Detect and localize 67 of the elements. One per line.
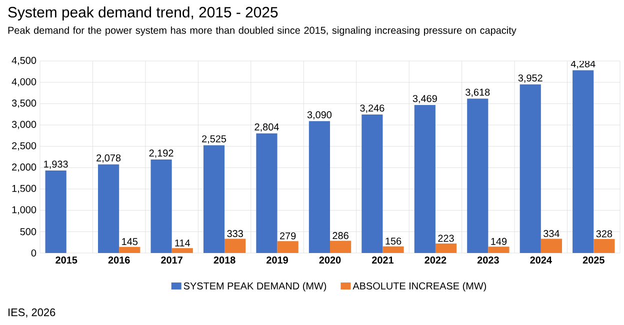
x-tick-label: 2018 <box>214 256 236 264</box>
bar <box>150 159 172 253</box>
y-tick-label: 2,500 <box>12 142 36 150</box>
legend-label: ABSOLUTE INCREASE (MW) <box>352 282 486 292</box>
x-tick-label: 2020 <box>319 256 341 264</box>
x-tick-label: 2017 <box>161 256 182 264</box>
data-label: 334 <box>544 230 560 238</box>
data-label: 3,618 <box>466 88 490 97</box>
data-label: 2,078 <box>96 154 121 163</box>
bar <box>572 70 594 253</box>
data-label: 223 <box>438 234 454 242</box>
bar <box>256 133 278 253</box>
bar <box>540 238 562 253</box>
data-label: 3,469 <box>412 95 437 104</box>
x-tick-label: 2024 <box>530 256 552 264</box>
bar <box>172 248 193 253</box>
y-tick-label: 3,500 <box>12 100 36 108</box>
data-label: 333 <box>227 230 243 238</box>
bar <box>362 114 383 253</box>
data-label: 279 <box>280 232 296 240</box>
y-tick-label: 500 <box>20 228 36 236</box>
y-tick-label: 4,000 <box>12 78 36 86</box>
x-tick-label: 2025 <box>582 256 604 264</box>
data-label: 2,192 <box>149 150 174 158</box>
bar <box>330 240 352 253</box>
x-tick-label: 2022 <box>424 256 446 264</box>
x-tick-label: 2015 <box>56 256 78 264</box>
data-label: 3,246 <box>360 104 384 113</box>
data-label: 149 <box>491 238 507 245</box>
data-label: 1,933 <box>44 160 68 169</box>
data-label: 286 <box>332 232 348 240</box>
data-label: 145 <box>122 238 138 246</box>
y-tick-label: 4,500 <box>12 56 36 66</box>
y-tick-label: 1,000 <box>12 206 36 214</box>
y-tick-label: 0 <box>31 249 36 257</box>
bar <box>488 246 510 253</box>
bar <box>308 121 330 253</box>
chart-subtitle: Peak demand for the power system has more than doubled since 2015, signaling increasing pressure on capacity <box>8 26 516 36</box>
bar <box>203 145 225 253</box>
data-label: 156 <box>386 238 402 245</box>
bar <box>224 238 246 253</box>
y-tick-label: 2,000 <box>12 164 36 172</box>
bar <box>98 164 120 253</box>
data-label: 114 <box>175 240 190 246</box>
data-label: 2,804 <box>254 123 279 132</box>
bar <box>382 246 404 253</box>
x-tick-label: 2021 <box>372 256 394 264</box>
bar <box>119 246 140 253</box>
chart-title: System peak demand trend, 2015 - 2025 <box>8 6 278 20</box>
bar <box>414 104 436 253</box>
data-label: 3,952 <box>518 74 542 83</box>
bar <box>467 98 488 253</box>
y-tick-label: 1,500 <box>12 184 36 194</box>
x-tick-label: 2016 <box>108 256 130 264</box>
data-label: 3,090 <box>307 111 332 120</box>
x-tick-label: 2023 <box>477 256 499 264</box>
legend-label: SYSTEM PEAK DEMAND (MW) <box>184 282 326 292</box>
x-tick-label: 2019 <box>266 256 288 264</box>
bar <box>45 170 66 253</box>
data-label: 2,525 <box>202 135 226 144</box>
bar <box>520 84 541 253</box>
y-tick-label: 3,000 <box>12 120 36 130</box>
bar <box>435 243 457 253</box>
bar <box>594 239 615 253</box>
text: IES, 2026 <box>8 308 56 318</box>
bar <box>277 241 298 253</box>
data-label: 328 <box>596 230 612 238</box>
